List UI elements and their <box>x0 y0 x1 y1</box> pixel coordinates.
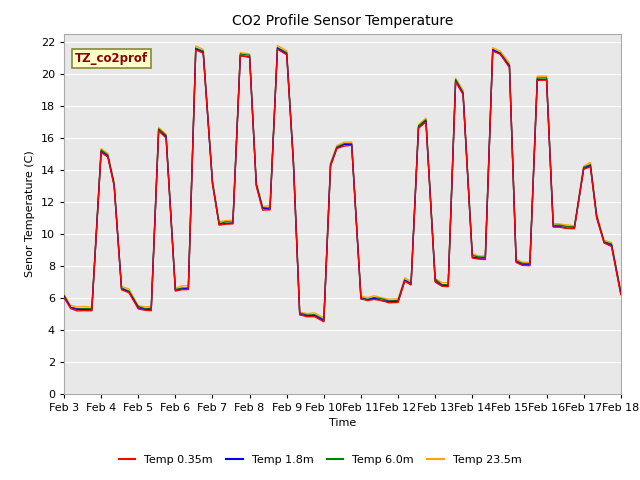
Text: TZ_co2prof: TZ_co2prof <box>75 51 148 65</box>
Title: CO2 Profile Sensor Temperature: CO2 Profile Sensor Temperature <box>232 14 453 28</box>
Legend: Temp 0.35m, Temp 1.8m, Temp 6.0m, Temp 23.5m: Temp 0.35m, Temp 1.8m, Temp 6.0m, Temp 2… <box>114 451 526 469</box>
X-axis label: Time: Time <box>329 418 356 428</box>
Y-axis label: Senor Temperature (C): Senor Temperature (C) <box>25 150 35 277</box>
